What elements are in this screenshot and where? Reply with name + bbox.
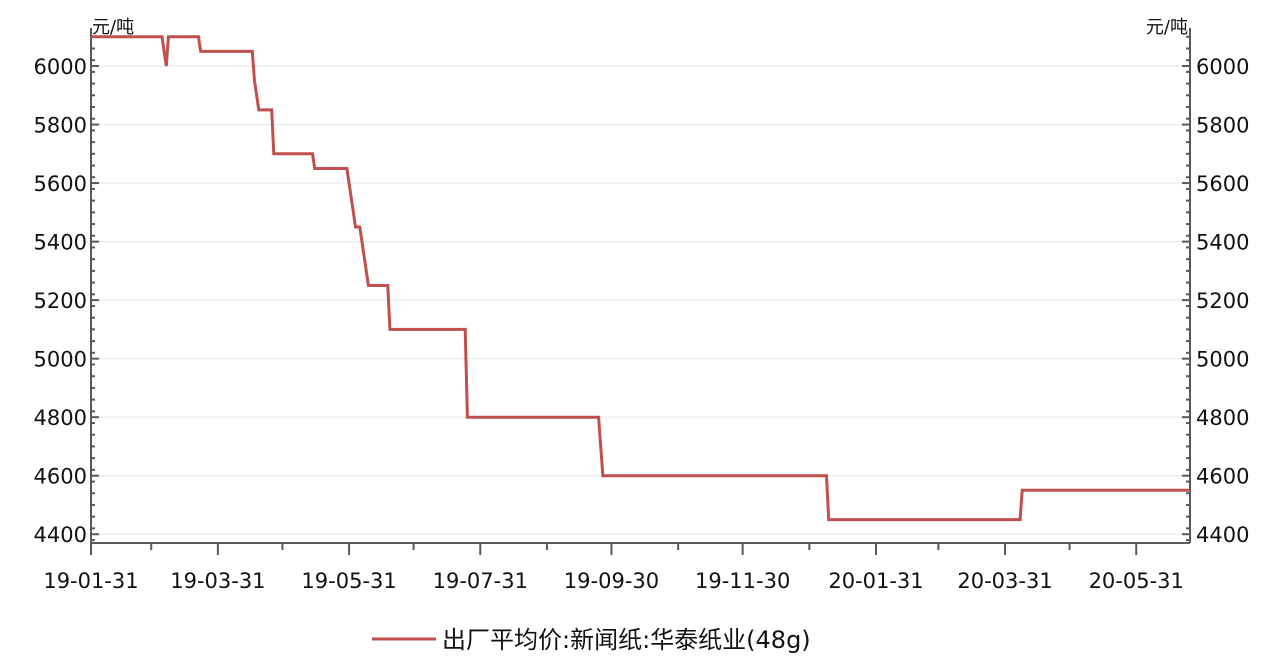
x-ticks: 19-01-31 19-03-31 19-05-31 19-07-31 19-09-30… [43,543,1184,593]
right-tick-label-5200: 5200 [1196,289,1249,313]
left-tick-label-4800: 4800 [34,406,87,430]
right-tick-label-5000: 5000 [1196,348,1249,372]
x-tick-label-19-11-30: 19-11-30 [695,569,790,593]
left-tick-label-5000: 5000 [34,348,87,372]
series-layer [91,35,1190,522]
x-tick-label-19-05-31: 19-05-31 [301,569,396,593]
x-tick-label-19-01-31: 19-01-31 [43,569,138,593]
right-tick-label-4600: 4600 [1196,465,1249,489]
right-tick-label-5800: 5800 [1196,114,1249,138]
series-line-0 [91,35,1190,522]
x-tick-label-19-07-31: 19-07-31 [433,569,528,593]
gridlines [91,65,1190,535]
right-tick-label-5600: 5600 [1196,172,1249,196]
left-tick-label-5600: 5600 [34,172,87,196]
x-tick-label-19-03-31: 19-03-31 [170,569,265,593]
right-tick-label-5400: 5400 [1196,231,1249,255]
right-tick-label-6000: 6000 [1196,55,1249,79]
legend: 出厂平均价:新闻纸:华泰纸业(48g) [372,626,811,654]
right-unit-label: 元/吨 [1146,17,1188,38]
left-tick-label-5800: 5800 [34,114,87,138]
left-unit-label: 元/吨 [92,17,134,38]
x-tick-label-19-09-30: 19-09-30 [564,569,659,593]
x-tick-label-20-01-31: 20-01-31 [828,569,923,593]
left-tick-label-4600: 4600 [34,465,87,489]
axes [90,28,1191,544]
left-tick-label-6000: 6000 [34,55,87,79]
left-tick-label-5200: 5200 [34,289,87,313]
left-tick-label-5400: 5400 [34,231,87,255]
right-tick-label-4400: 4400 [1196,523,1249,547]
right-tick-label-4800: 4800 [1196,406,1249,430]
y-ticks: 4400 4400 4600 4600 4800 4800 5000 5000 5200 5200… [34,35,1249,547]
x-tick-label-20-05-31: 20-05-31 [1089,569,1184,593]
left-tick-label-4400: 4400 [34,523,87,547]
legend-label: 出厂平均价:新闻纸:华泰纸业(48g) [442,626,811,654]
x-tick-label-20-03-31: 20-03-31 [957,569,1052,593]
